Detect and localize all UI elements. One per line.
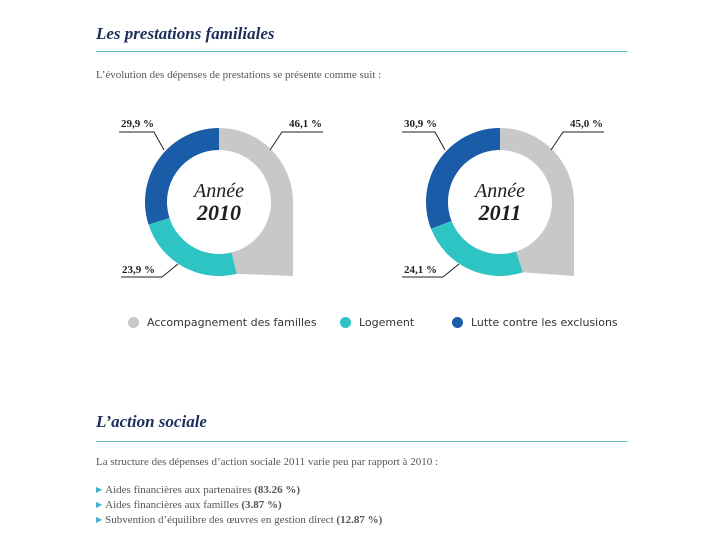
slice-logement [431, 220, 523, 276]
donut-charts: Année 2010 46,1 % 29,9 % 23,9 % Année 20… [119, 118, 604, 278]
list-item: ▶ Aides financières aux familles (3.87 %) [96, 498, 382, 513]
slice-logement [148, 217, 237, 276]
legend-label: Accompagnement des familles [147, 315, 317, 329]
donut-chart-2011: Année 2011 45,0 % 30,9 % 24,1 % [402, 118, 604, 278]
value-label-exclusions: 30,9 % [404, 118, 437, 130]
triangle-bullet-icon: ▶ [96, 485, 103, 494]
leader-line-exclusions [119, 131, 165, 151]
list-item-text: Subvention d’équilibre des œuvres en ges… [105, 514, 334, 526]
center-label-year: Année [473, 180, 525, 202]
value-label-logement: 23,9 % [122, 264, 155, 276]
leader-line-logement [121, 263, 179, 278]
legend-item-logement: Logement [340, 314, 414, 330]
legend-dot-exclusions [452, 316, 463, 328]
list-item-text: Aides financières aux familles [105, 499, 239, 511]
slice-exclusions [145, 128, 219, 225]
title-rule [96, 51, 627, 52]
legend-label: Lutte contre les exclusions [471, 315, 618, 329]
donut-chart-2010: Année 2010 46,1 % 29,9 % 23,9 % [119, 118, 323, 278]
legend-label: Logement [359, 315, 415, 329]
title-rule [96, 441, 627, 442]
list-item-amount: (3.87 %) [241, 499, 282, 511]
intro-action-sociale: La structure des dépenses d’action socia… [96, 456, 438, 468]
list-item: ▶ Subvention d’équilibre des œuvres en ge… [96, 513, 382, 528]
value-label-logement: 24,1 % [404, 264, 437, 276]
list-item: ▶ Aides financières aux partenaires (83.2… [96, 483, 382, 498]
triangle-bullet-icon: ▶ [96, 500, 103, 509]
chart-legend: Accompagnement des familles Logement Lut… [128, 314, 648, 330]
list-item-text: Aides financières aux partenaires [105, 484, 252, 496]
center-label-value: 2011 [478, 200, 522, 225]
section-title-action-sociale: L’action sociale [96, 412, 207, 431]
legend-item-accompagnement: Accompagnement des familles [128, 314, 317, 330]
leader-line-exclusions [402, 131, 446, 151]
slice-exclusions [426, 128, 500, 229]
value-label-accompagnement: 45,0 % [570, 118, 603, 130]
leader-line-accompagnement [269, 131, 323, 151]
value-label-accompagnement: 46,1 % [289, 118, 322, 130]
legend-item-exclusions: Lutte contre les exclusions [452, 314, 618, 330]
triangle-bullet-icon: ▶ [96, 515, 103, 524]
list-item-amount: (12.87 %) [336, 514, 383, 526]
list-item-amount: (83.26 %) [254, 484, 301, 496]
action-sociale-list: ▶ Aides financières aux partenaires (83.2… [96, 483, 382, 528]
center-label-value: 2010 [196, 200, 241, 225]
leader-line-logement [402, 263, 460, 278]
legend-dot-logement [340, 316, 351, 328]
slice-accompagnement [500, 128, 574, 276]
slice-accompagnement [219, 128, 293, 276]
section-title-prestations: Les prestations familiales [96, 24, 275, 43]
legend-dot-accompagnement [128, 316, 139, 328]
intro-prestations: L’évolution des dépenses de prestations … [96, 69, 382, 81]
value-label-exclusions: 29,9 % [121, 118, 154, 130]
leader-line-accompagnement [550, 131, 604, 151]
center-label-year: Année [192, 180, 244, 202]
